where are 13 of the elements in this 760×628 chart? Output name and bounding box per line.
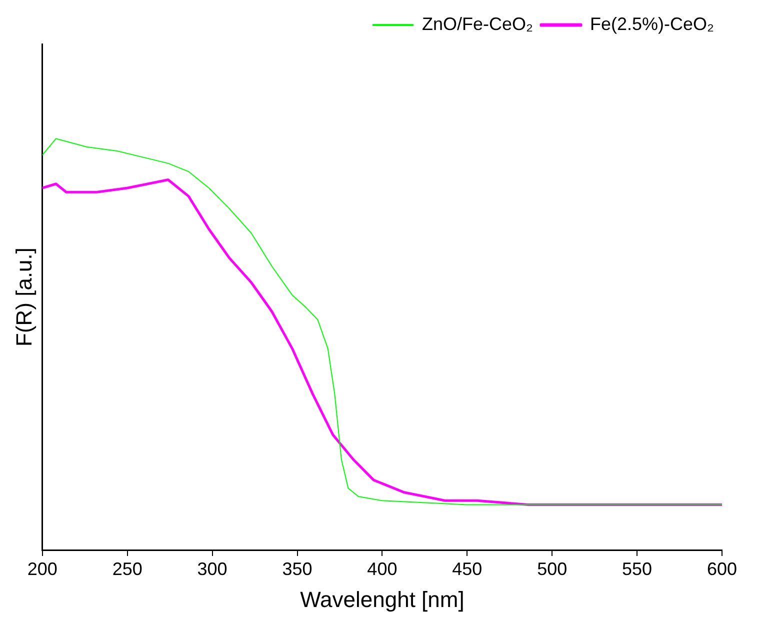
- y-axis-title: F(R) [a.u.]: [11, 247, 36, 347]
- x-tick-label: 500: [537, 558, 568, 579]
- x-tick-label: 400: [367, 558, 398, 579]
- x-tick-label: 350: [282, 558, 312, 579]
- x-tick-label: 450: [452, 558, 482, 579]
- x-tick-label: 600: [706, 558, 738, 579]
- x-tick-label: 250: [112, 558, 142, 579]
- legend-label: ZnO/Fe-CeO₂: [422, 14, 533, 34]
- x-tick-label: 550: [622, 558, 652, 579]
- x-axis-title: Wavelenght [nm]: [300, 586, 464, 612]
- legend-label: Fe(2.5%)-CeO₂: [590, 14, 714, 34]
- x-tick-label: 200: [27, 558, 58, 579]
- x-tick-label: 300: [197, 558, 228, 579]
